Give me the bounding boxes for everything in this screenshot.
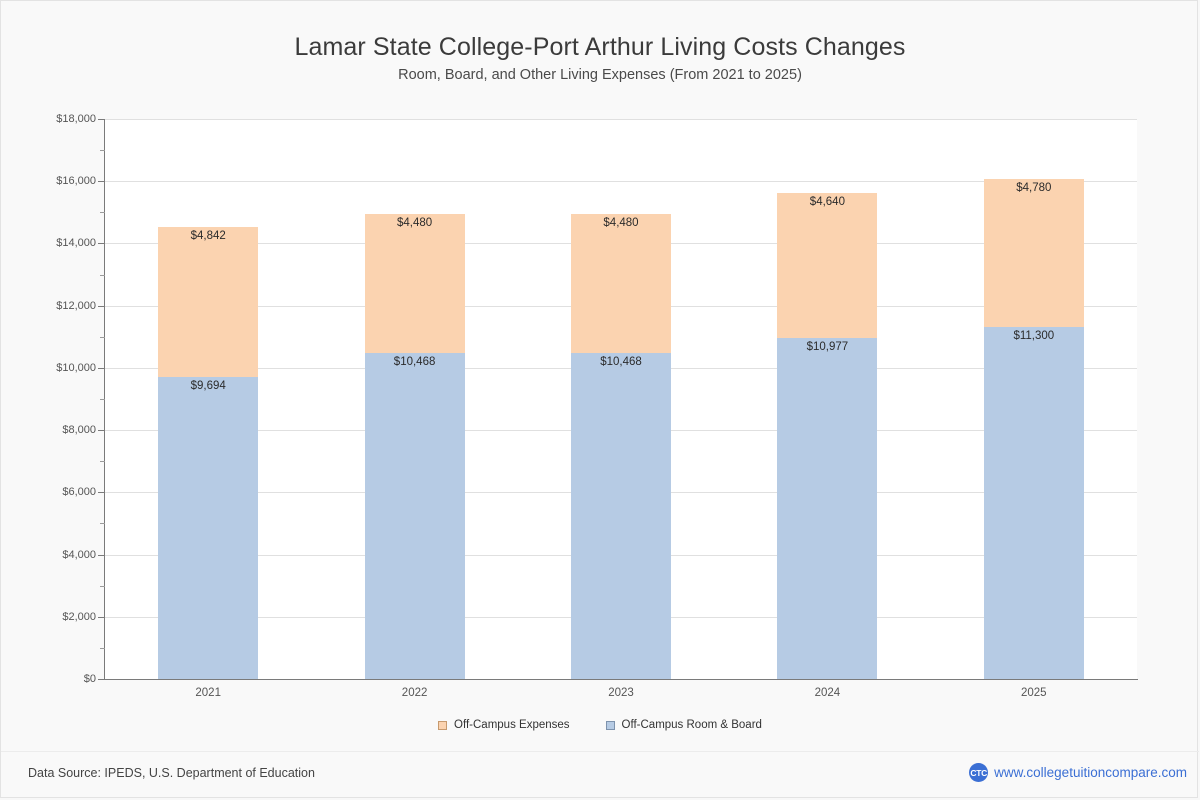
legend-item[interactable]: Off-Campus Expenses [438,719,570,731]
y-axis-labels: $0 $2,000 $4,000 $6,000 $8,000 $10,000 $12,000… [21,1,96,799]
y-axis-tick [98,305,105,307]
bar-group[interactable]: $10,468 $4,480 [364,119,465,679]
gridline [105,119,1137,120]
gridline [105,181,1137,183]
bar-segment-expenses[interactable]: $4,780 [983,178,1084,328]
bar-group[interactable]: $11,300 $4,780 [983,119,1084,679]
legend-swatch-icon [438,720,448,730]
legend-label: Off-Campus Expenses [454,719,570,731]
bar-value-label: $4,780 [1016,181,1052,194]
y-axis-tick-label: $10,000 [56,361,96,374]
x-axis-tick-label: 2023 [608,687,634,699]
bar-value-label: $10,977 [806,340,849,353]
bar-segment-room-board[interactable]: $11,300 [983,327,1084,679]
legend-swatch-icon [605,720,615,730]
bar-segment-room-board[interactable]: $10,977 [777,337,878,679]
page-title: Lamar State College-Port Arthur Living C… [294,33,906,61]
bar-group[interactable]: $10,977 $4,640 [777,119,878,679]
y-axis-tick-label: $0 [83,673,96,685]
y-axis-tick [98,367,105,369]
bar-segment-room-board[interactable]: $10,468 [571,353,671,679]
bar-value-label: $4,480 [603,216,639,229]
y-axis-tick [98,243,105,245]
y-axis-tick-label: $6,000 [62,486,96,499]
site-link[interactable]: CTC www.collegetuitioncompare.com [969,763,1187,782]
bar-segment-room-board[interactable]: $10,468 [364,353,465,679]
bar-value-label: $4,640 [809,196,845,209]
y-axis-tick [98,492,105,494]
y-axis-tick [98,181,105,183]
y-axis-tick [98,430,105,432]
ctc-logo-icon: CTC [969,763,989,782]
x-axis-tick-label: 2024 [814,687,841,699]
y-axis-tick-label: $4,000 [62,548,96,561]
y-axis-minor-tick [100,647,105,649]
x-axis-tick-label: 2021 [195,687,221,699]
legend-label: Off-Campus Room & Board [621,719,762,731]
y-axis-minor-tick [100,461,105,463]
y-axis-tick-label: $8,000 [62,424,96,437]
bar-value-label: $4,480 [397,216,433,229]
y-axis-tick [98,679,105,680]
footer-divider [1,751,1199,752]
y-axis-tick [98,554,105,556]
y-axis-minor-tick [100,399,105,400]
bar-segment-room-board[interactable]: $9,694 [158,377,259,679]
bar-value-label: $9,694 [190,380,226,393]
plot-area: $9,694 $4,842 $10,468 $4,480 $10,468 $4,480 $1… [105,119,1137,679]
y-axis-minor-tick [100,336,105,338]
y-axis-tick-label: $18,000 [56,113,96,125]
bar-segment-expenses[interactable]: $4,842 [158,226,259,378]
y-axis-tick-label: $16,000 [56,175,96,188]
y-axis-tick [98,616,105,618]
data-source-note: Data Source: IPEDS, U.S. Department of E… [28,766,315,780]
bar-value-label: $11,300 [1013,330,1055,343]
bar-segment-expenses[interactable]: $4,480 [364,213,465,354]
x-axis-tick-label: 2022 [401,687,428,699]
y-axis-minor-tick [100,523,105,525]
y-axis-tick [98,119,105,120]
y-axis-tick-label: $12,000 [56,299,96,312]
legend-item[interactable]: Off-Campus Room & Board [605,719,762,731]
y-axis-minor-tick [100,150,105,152]
bar-value-label: $4,842 [190,229,226,242]
x-axis-tick-label: 2025 [1021,687,1047,699]
bar-value-label: $10,468 [600,356,642,369]
bar-group[interactable]: $9,694 $4,842 [158,119,259,679]
bar-value-label: $10,468 [393,356,436,369]
y-axis-tick-label: $2,000 [62,610,96,623]
site-url-label[interactable]: www.collegetuitioncompare.com [994,765,1187,780]
chart-legend: Off-Campus Expenses Off-Campus Room & Boa… [1,719,1199,731]
y-axis-minor-tick [100,274,105,276]
chart-subtitle: Room, Board, and Other Living Expenses (… [398,67,802,83]
bar-segment-expenses[interactable]: $4,480 [571,213,671,354]
y-axis-tick-label: $14,000 [56,237,96,250]
bar-segment-expenses[interactable]: $4,640 [777,193,878,338]
y-axis-minor-tick [100,585,105,587]
x-axis-line [104,679,1138,681]
y-axis-minor-tick [100,212,105,214]
bar-group[interactable]: $10,468 $4,480 [571,119,671,679]
